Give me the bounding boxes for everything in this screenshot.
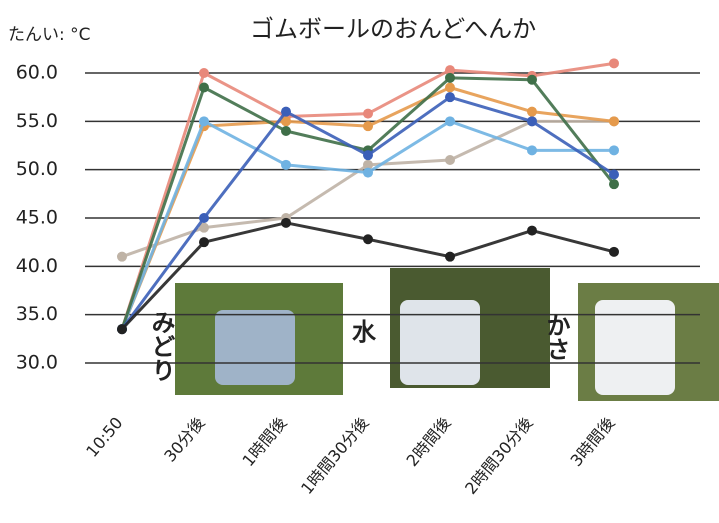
unit-label: たんい: °C (8, 25, 91, 45)
point (363, 234, 373, 244)
point (609, 145, 619, 155)
point (445, 155, 455, 165)
x-tick-label: 1時間30分後 (297, 413, 372, 498)
x-tick-label: 1時間後 (239, 413, 291, 470)
point (281, 160, 291, 170)
point (609, 179, 619, 189)
point (199, 237, 209, 247)
y-tick-label: 30.0 (16, 352, 58, 374)
point (527, 226, 537, 236)
point (609, 116, 619, 126)
chart-title: ゴムボールのおんどへんか (250, 15, 536, 43)
point (527, 116, 537, 126)
y-tick-label: 40.0 (16, 255, 58, 277)
point (527, 107, 537, 117)
point (527, 75, 537, 85)
point (445, 92, 455, 102)
x-tick-label: 2時間30分後 (461, 413, 536, 498)
x-tick-label: 3時間後 (567, 413, 619, 470)
point (527, 145, 537, 155)
x-tick-label: 30分後 (160, 413, 208, 465)
point (281, 126, 291, 136)
y-tick-label: 45.0 (16, 207, 58, 229)
point (609, 170, 619, 180)
annotation: みどり (147, 310, 175, 382)
photo-thermometer (215, 310, 295, 385)
point (117, 252, 127, 262)
point (609, 58, 619, 68)
point (445, 116, 455, 126)
annotation: かさ (542, 313, 570, 361)
y-tick-label: 60.0 (16, 62, 58, 84)
point (199, 68, 209, 78)
x-tick-label: 2時間後 (403, 413, 455, 470)
y-tick-label: 55.0 (16, 110, 58, 132)
point (445, 252, 455, 262)
point (363, 168, 373, 178)
point (199, 83, 209, 93)
x-tick-label: 10:50 (82, 413, 126, 461)
point (281, 107, 291, 117)
point (363, 109, 373, 119)
point (363, 150, 373, 160)
point (199, 116, 209, 126)
point (281, 218, 291, 228)
photos (175, 268, 719, 401)
point (445, 73, 455, 83)
point (609, 247, 619, 257)
chart: ゴムボールのおんどへんか たんい: °C 30.0 35.0 40.0 45.0 50.… (0, 0, 719, 523)
point (363, 121, 373, 131)
point (117, 324, 127, 334)
y-tick-label: 50.0 (16, 158, 58, 180)
point (445, 83, 455, 93)
y-tick-label: 35.0 (16, 303, 58, 325)
point (199, 213, 209, 223)
annotation: 水 (352, 318, 377, 346)
photo-thermometer (400, 300, 480, 385)
